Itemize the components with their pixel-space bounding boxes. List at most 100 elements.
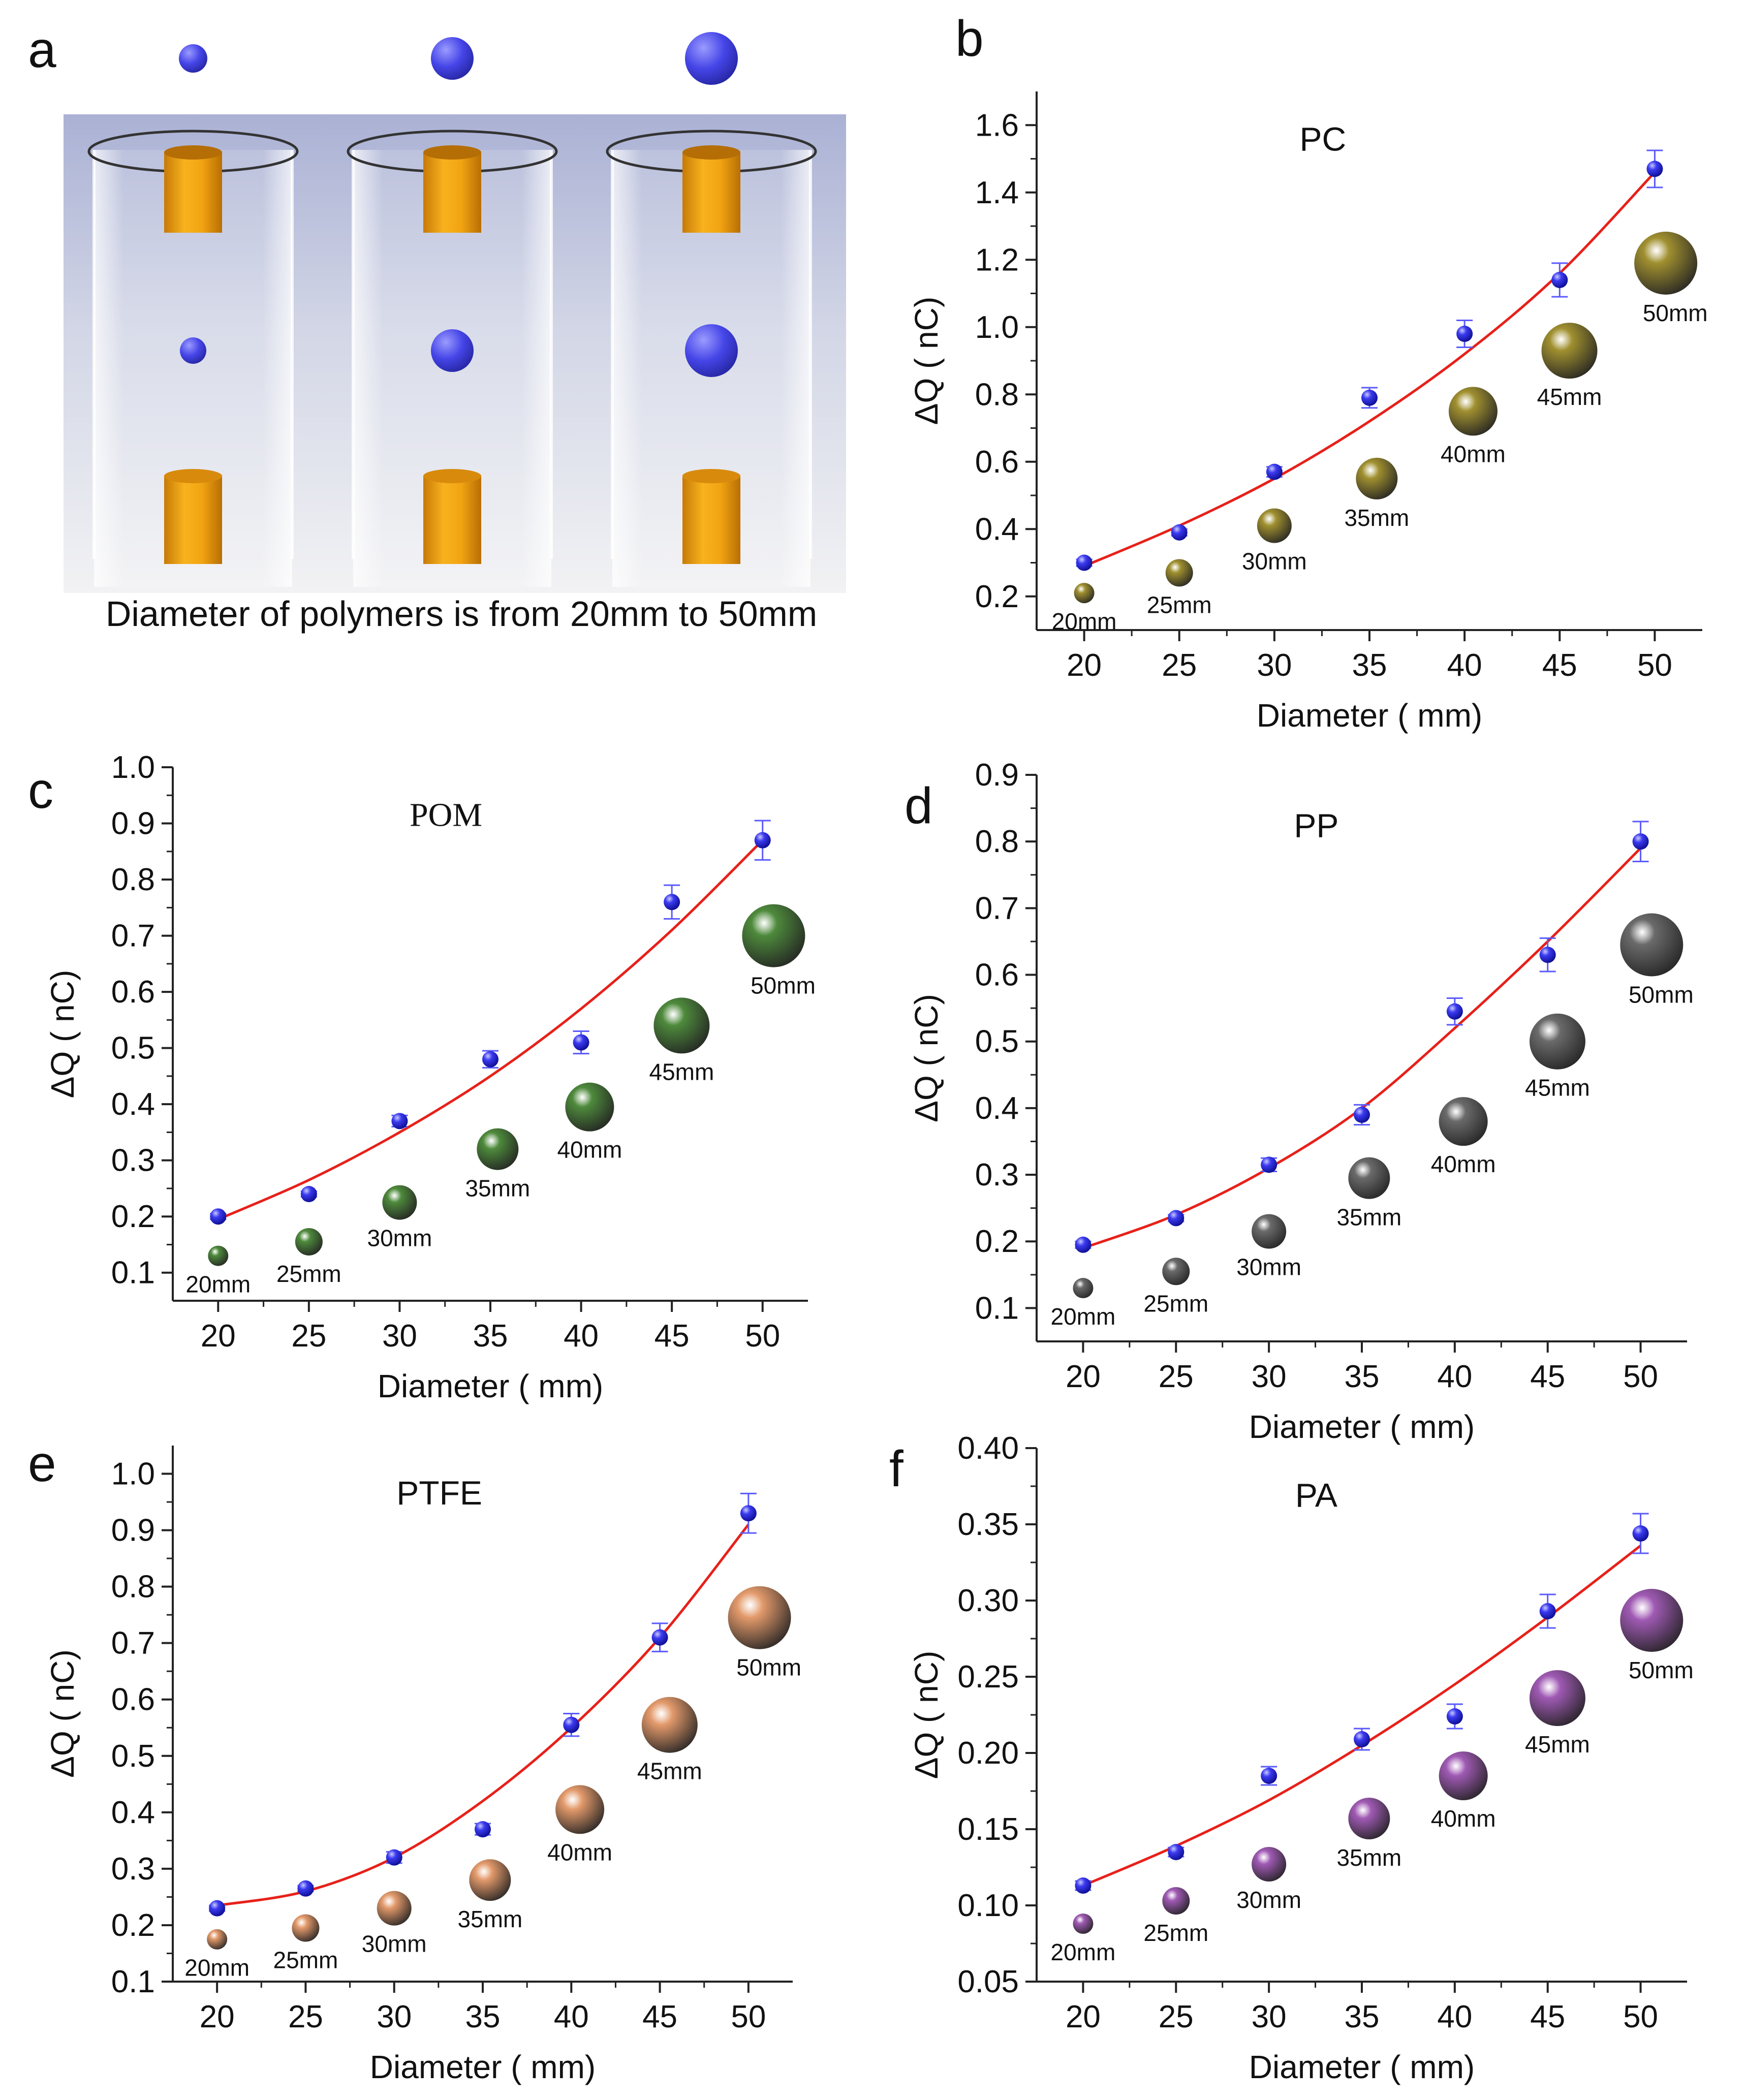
chart-panel-e: e 20 25 30 35 40 45 50 0.1 0.2 0.3 0.4 0.5 0.6 0.7 0.8 0… bbox=[28, 1435, 801, 2085]
data-point bbox=[664, 894, 680, 911]
falling-ball bbox=[685, 32, 738, 85]
size-label: 20mm bbox=[185, 1271, 251, 1298]
x-tick-label: 40 bbox=[1437, 1999, 1472, 2034]
y-tick-label: 1.0 bbox=[975, 310, 1019, 345]
y-tick-label: 0.40 bbox=[957, 1431, 1019, 1466]
x-tick-label: 50 bbox=[1623, 1359, 1658, 1394]
y-axis-title: ΔQ ( nC) bbox=[44, 970, 81, 1099]
y-tick-label: 0.20 bbox=[957, 1736, 1019, 1771]
data-point bbox=[1266, 463, 1283, 480]
data-point bbox=[1632, 1525, 1649, 1542]
upper-electrode-top bbox=[164, 145, 222, 160]
data-point bbox=[1446, 1003, 1463, 1020]
size-sphere bbox=[1257, 508, 1292, 543]
size-label: 20mm bbox=[1052, 608, 1117, 635]
size-label: 35mm bbox=[1336, 1844, 1401, 1871]
size-sphere bbox=[469, 1859, 511, 1901]
y-tick-label: 0.8 bbox=[975, 824, 1019, 859]
size-sphere bbox=[377, 1891, 412, 1926]
x-tick-label: 20 bbox=[200, 1999, 235, 2034]
y-tick-label: 0.3 bbox=[111, 1852, 155, 1887]
data-point bbox=[475, 1821, 491, 1838]
x-tick-label: 45 bbox=[642, 1999, 677, 2034]
y-tick-label: 0.5 bbox=[111, 1739, 155, 1774]
size-sphere bbox=[207, 1929, 228, 1950]
y-tick-label: 0.2 bbox=[111, 1199, 155, 1234]
y-tick-label: 0.4 bbox=[975, 512, 1019, 547]
panel-letter-a: a bbox=[28, 21, 56, 78]
panel-letter-c: c bbox=[28, 762, 53, 819]
x-axis-title: Diameter ( mm) bbox=[1249, 1408, 1475, 1445]
x-tick-label: 45 bbox=[1542, 648, 1577, 683]
data-point bbox=[563, 1716, 580, 1733]
upper-electrode-top bbox=[682, 145, 740, 160]
y-tick-label: 1.0 bbox=[111, 1457, 155, 1492]
size-sphere bbox=[1356, 457, 1398, 499]
y-axis-title: ΔQ ( nC) bbox=[908, 297, 945, 425]
size-sphere bbox=[1252, 1214, 1287, 1249]
size-sphere bbox=[1529, 1013, 1585, 1070]
chart-panel-b: b 20 25 30 35 40 45 50 0.2 0.4 0.6 0.8 1.0 1.2 1.4 1.6 D… bbox=[908, 10, 1708, 734]
x-tick-label: 40 bbox=[564, 1319, 599, 1354]
y-axis-title: ΔQ ( nC) bbox=[908, 994, 945, 1122]
y-tick-label: 0.25 bbox=[957, 1659, 1019, 1695]
chart-title: PA bbox=[1295, 1477, 1337, 1514]
y-tick-label: 0.2 bbox=[111, 1908, 155, 1943]
size-label: 40mm bbox=[547, 1839, 612, 1865]
y-tick-label: 0.4 bbox=[111, 1087, 155, 1122]
data-point bbox=[1354, 1731, 1370, 1747]
size-label: 30mm bbox=[362, 1931, 427, 1957]
x-tick-label: 50 bbox=[1623, 1999, 1658, 2034]
x-tick-label: 45 bbox=[654, 1319, 690, 1354]
y-tick-label: 0.6 bbox=[111, 975, 155, 1010]
data-point bbox=[482, 1051, 498, 1068]
y-axis-title: ΔQ ( nC) bbox=[44, 1649, 81, 1778]
x-axis-title: Diameter ( mm) bbox=[378, 1368, 603, 1404]
x-tick-label: 30 bbox=[382, 1319, 417, 1354]
y-tick-label: 0.8 bbox=[975, 377, 1019, 412]
y-tick-label: 0.6 bbox=[975, 958, 1019, 993]
panel-letter-d: d bbox=[905, 777, 933, 834]
size-label: 25mm bbox=[276, 1261, 341, 1287]
chart-title: PP bbox=[1294, 807, 1338, 844]
chart-panel-f: f 20 25 30 35 40 45 50 0.05 0.10 0.15 0.20 0.25 0.30 0… bbox=[889, 1431, 1694, 2085]
x-tick-label: 35 bbox=[1345, 1999, 1380, 2034]
size-sphere bbox=[1620, 913, 1683, 977]
x-tick-label: 50 bbox=[745, 1319, 780, 1354]
size-label: 35mm bbox=[1344, 505, 1409, 531]
x-tick-label: 20 bbox=[1066, 1359, 1101, 1394]
panel-letter-b: b bbox=[955, 10, 984, 67]
data-point bbox=[740, 1505, 757, 1522]
y-tick-label: 1.2 bbox=[975, 242, 1019, 277]
size-sphere bbox=[208, 1245, 229, 1266]
size-sphere bbox=[653, 997, 710, 1054]
size-sphere bbox=[1439, 1751, 1488, 1800]
y-tick-label: 0.8 bbox=[111, 1570, 155, 1605]
chart-title: PTFE bbox=[396, 1474, 482, 1512]
y-tick-label: 0.2 bbox=[975, 1224, 1019, 1259]
y-tick-label: 0.1 bbox=[975, 1291, 1019, 1326]
y-tick-label: 0.5 bbox=[111, 1031, 155, 1066]
size-label: 30mm bbox=[1242, 548, 1307, 575]
data-point bbox=[1456, 326, 1473, 342]
data-point bbox=[1361, 389, 1378, 406]
size-label: 50mm bbox=[1643, 300, 1708, 326]
y-tick-label: 0.15 bbox=[957, 1812, 1019, 1847]
data-point bbox=[1646, 161, 1663, 177]
size-sphere bbox=[1074, 583, 1095, 604]
size-label: 25mm bbox=[273, 1947, 338, 1973]
size-label: 30mm bbox=[1236, 1887, 1301, 1913]
x-tick-label: 35 bbox=[1352, 648, 1387, 683]
data-point bbox=[1076, 554, 1093, 571]
data-point bbox=[297, 1880, 314, 1897]
lower-electrode-top bbox=[164, 469, 222, 483]
size-sphere bbox=[1073, 1278, 1094, 1299]
y-tick-label: 0.2 bbox=[975, 579, 1019, 614]
y-tick-label: 0.30 bbox=[957, 1583, 1019, 1618]
size-sphere bbox=[382, 1185, 417, 1220]
size-label: 20mm bbox=[184, 1955, 250, 1981]
falling-ball bbox=[180, 337, 206, 364]
panel-a-caption: Diameter of polymers is from 20mm to 50m… bbox=[106, 594, 817, 634]
x-axis-title: Diameter ( mm) bbox=[370, 2049, 596, 2085]
x-tick-label: 25 bbox=[1162, 648, 1197, 683]
